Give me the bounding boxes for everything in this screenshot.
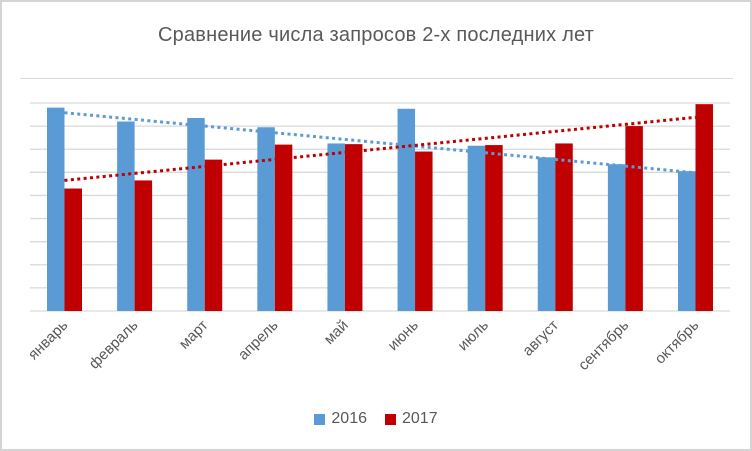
series-2017 bbox=[64, 104, 713, 312]
x-label-сентябрь: сентябрь bbox=[575, 317, 632, 374]
trendline-2016 bbox=[64, 111, 696, 175]
legend-swatch-2017 bbox=[385, 413, 396, 425]
bar-2017-январь bbox=[64, 188, 82, 311]
legend-item-2016: 2016 bbox=[314, 410, 367, 428]
bar-2016-октябрь bbox=[677, 171, 696, 311]
bar-2017-март bbox=[204, 159, 223, 311]
bar-2017-сентябрь bbox=[625, 126, 643, 311]
bar-2017-август bbox=[555, 143, 573, 311]
x-axis-labels: январь февраль март апрель май июнь июль август… bbox=[25, 317, 703, 374]
x-label-октябрь: октябрь bbox=[652, 317, 703, 368]
bar-2017-февраль bbox=[134, 180, 153, 311]
chart-svg: январь февраль март апрель май июнь июль август… bbox=[25, 102, 730, 374]
bar-2016-март bbox=[187, 118, 205, 312]
legend-swatch-2016 bbox=[314, 413, 326, 425]
bar-2016-август bbox=[537, 157, 556, 311]
bar-2016-май bbox=[327, 143, 345, 311]
x-label-апрель: апрель bbox=[235, 317, 282, 364]
x-label-май: май bbox=[321, 317, 352, 348]
bar-2017-июнь bbox=[415, 151, 433, 311]
bar-2016-апрель bbox=[257, 127, 275, 311]
x-label-июнь: июнь bbox=[385, 317, 422, 354]
bar-2016-январь bbox=[47, 107, 65, 311]
legend: 2016 2017 bbox=[2, 410, 750, 428]
bar-2016-июль bbox=[467, 145, 486, 311]
legend-label-2017: 2017 bbox=[402, 410, 438, 427]
bar-2017-июль bbox=[485, 145, 503, 311]
legend-label-2016: 2016 bbox=[331, 410, 367, 427]
legend-item-2017: 2017 bbox=[385, 410, 438, 428]
x-label-январь: январь bbox=[25, 317, 72, 364]
title-separator bbox=[20, 78, 733, 79]
bar-2017-май bbox=[344, 144, 363, 311]
chart-title: Сравнение числа запросов 2-х последних л… bbox=[158, 24, 594, 46]
bar-2016-февраль bbox=[117, 121, 135, 311]
series-2016 bbox=[47, 107, 696, 312]
x-label-март: март bbox=[176, 317, 212, 353]
x-label-июль: июль bbox=[455, 317, 493, 355]
bar-2016-сентябрь bbox=[607, 164, 626, 311]
bar-2017-апрель bbox=[274, 144, 293, 311]
bar-2017-октябрь bbox=[695, 104, 713, 312]
x-label-август: август bbox=[519, 317, 562, 360]
bar-2016-июнь bbox=[397, 108, 416, 312]
x-label-февраль: февраль bbox=[86, 317, 142, 373]
